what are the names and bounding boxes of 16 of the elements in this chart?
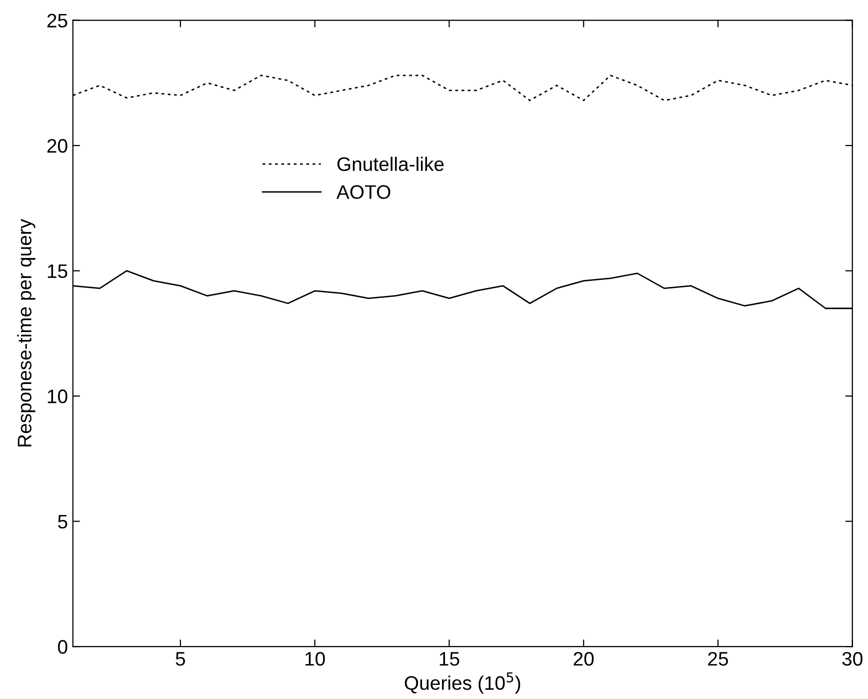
x-axis-title: Queries (10$^{5}$) <box>404 672 520 694</box>
x-tick-label: 5 <box>176 652 186 666</box>
y-axis-title: Responese-time per query <box>17 218 36 446</box>
x-tick-label: 25 <box>708 652 728 666</box>
x-tick-label: 15 <box>440 652 460 666</box>
y-tick-label: 5 <box>58 514 68 529</box>
legend-label: Gnutella-like <box>337 156 444 172</box>
y-tick-label: 15 <box>48 264 68 278</box>
x-tick-label: 30 <box>842 652 862 666</box>
y-tick-label: 25 <box>47 14 68 28</box>
y-tick-label: 10 <box>48 390 68 404</box>
x-tick-label: 10 <box>305 652 325 666</box>
y-tick-label: 20 <box>47 139 68 153</box>
legend-label: AOTO <box>336 185 390 199</box>
y-tick-label: 0 <box>58 640 68 654</box>
x-tick-label: 20 <box>574 652 594 666</box>
